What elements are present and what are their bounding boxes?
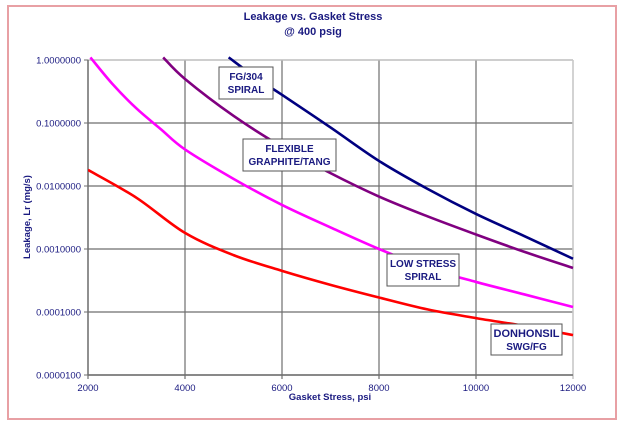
x-tick-label: 4000 (174, 383, 195, 394)
label-text: DONHONSIL (494, 328, 560, 340)
y-axis: 1.0000000 0.1000000 0.0100000 0.0010000 0.00… (36, 56, 88, 382)
y-tick-label: 0.0100000 (36, 182, 81, 193)
series-line-donhonsil-swg-fg (88, 168, 574, 337)
label-box (490, 323, 563, 356)
label-text: FG/304 (229, 72, 263, 83)
x-axis-title: Gasket Stress, psi (289, 392, 371, 403)
chart-frame (7, 5, 617, 420)
series-label-fg-304-spiral: FG/304 SPIRAL (218, 66, 274, 100)
label-box (218, 66, 274, 100)
x-axis: 2000 4000 6000 8000 10000 12000 (77, 383, 586, 394)
label-box (386, 253, 460, 287)
series-label-flexible-graphite-tang: FLEXIBLE GRAPHITE/TANG (242, 138, 337, 172)
x-tick-label: 12000 (560, 383, 586, 394)
series-label-donhonsil-swg-fg: DONHONSIL SWG/FG (490, 323, 563, 356)
label-text: LOW STRESS (390, 259, 456, 270)
label-text: GRAPHITE/TANG (248, 157, 330, 168)
chart-subtitle: @ 400 psig (284, 26, 342, 38)
x-tick-label: 2000 (77, 383, 98, 394)
series-line-low-stress-spiral (89, 56, 574, 309)
y-tick-label: 0.0001000 (36, 308, 81, 319)
grid (87, 59, 574, 379)
x-tick-label: 6000 (271, 383, 292, 394)
label-box (242, 138, 337, 172)
y-axis-title: Leakage, Lr (mg/s) (22, 175, 33, 259)
chart-title: Leakage vs. Gasket Stress (244, 11, 383, 23)
series-lines (88, 56, 574, 337)
label-text: FLEXIBLE (265, 144, 314, 155)
label-text: SPIRAL (405, 272, 442, 283)
x-tick-label: 8000 (368, 383, 389, 394)
y-tick-label: 0.1000000 (36, 119, 81, 130)
y-tick-label: 0.0010000 (36, 245, 81, 256)
y-tick-label: 0.0000100 (36, 371, 81, 382)
series-line-flexible-graphite-tang (162, 56, 574, 270)
y-tick-label: 1.0000000 (36, 56, 81, 67)
series-label-low-stress-spiral: LOW STRESS SPIRAL (386, 253, 460, 287)
label-text: SWG/FG (506, 342, 547, 353)
label-text: SPIRAL (228, 85, 265, 96)
x-tick-label: 10000 (463, 383, 489, 394)
series-labels: FG/304 SPIRAL FLEXIBLE GRAPHITE/TANG LOW STR… (218, 66, 563, 356)
